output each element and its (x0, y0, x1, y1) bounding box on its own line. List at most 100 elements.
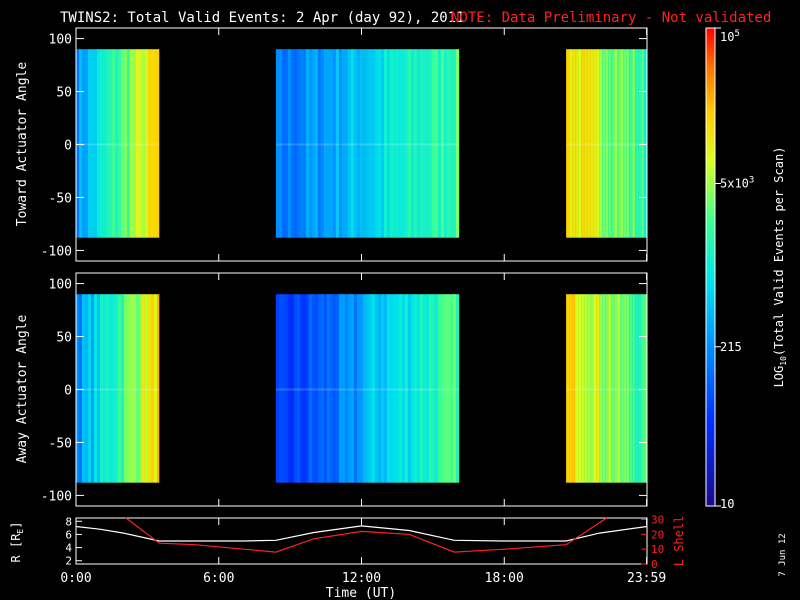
x-tick-label: 12:00 (342, 571, 381, 586)
heatmap-column (632, 49, 636, 238)
heatmap-column (76, 49, 80, 238)
heatmap-column (644, 49, 647, 238)
ephemeris-left-tick-label: 2 (65, 555, 72, 568)
heatmap-column (383, 294, 388, 483)
y-tick-label: 0 (64, 139, 72, 154)
heatmap-column (356, 294, 361, 483)
away-ylabel: Away Actuator Angle (15, 314, 30, 463)
heatmap-column (575, 49, 579, 238)
heatmap-column (596, 49, 600, 238)
heatmap-column (332, 49, 337, 238)
heatmap-column (377, 49, 382, 238)
ephemeris-right-tick-label: 10 (651, 543, 664, 556)
heatmap-column (413, 294, 418, 483)
heatmap-column (392, 49, 397, 238)
colorbar-gradient (706, 28, 715, 506)
heatmap-column (338, 294, 343, 483)
heatmap-column (157, 294, 160, 483)
heatmap-column (638, 294, 642, 483)
heatmap-column (581, 49, 585, 238)
heatmap-column (455, 294, 460, 483)
colorbar-tick-label: 215 (720, 340, 742, 354)
y-tick-label: 50 (56, 331, 72, 346)
heatmap-column (350, 49, 355, 238)
heatmap-column (320, 294, 325, 483)
heatmap-column (118, 49, 122, 238)
heatmap-column (353, 294, 358, 483)
heatmap-column (290, 294, 295, 483)
heatmap-column (311, 294, 316, 483)
heatmap-column (608, 294, 612, 483)
y-tick-label: -100 (41, 244, 72, 259)
heatmap-column (326, 49, 331, 238)
heatmap-column (329, 49, 334, 238)
heatmap-column (353, 49, 358, 238)
heatmap-column (605, 49, 609, 238)
heatmap-column (641, 49, 645, 238)
heatmap-column (434, 49, 439, 238)
heatmap-column (629, 294, 633, 483)
heatmap-column (443, 49, 448, 238)
heatmap-column (100, 49, 104, 238)
heatmap-column (133, 49, 137, 238)
heatmap-column (284, 49, 289, 238)
y-tick-label: -50 (49, 436, 72, 451)
heatmap-column (329, 294, 334, 483)
heatmap-column (106, 49, 110, 238)
heatmap-column (617, 49, 621, 238)
heatmap-column (290, 49, 295, 238)
heatmap-column (284, 294, 289, 483)
heatmap-column (299, 49, 304, 238)
heatmap-column (398, 49, 403, 238)
heatmap-column (85, 294, 89, 483)
heatmap-column (620, 49, 624, 238)
heatmap-column (121, 294, 125, 483)
ephemeris-left-tick-label: 4 (65, 542, 72, 555)
heatmap-column (566, 294, 570, 483)
away-y-ticks: 100 50 0 -50 -100 (41, 278, 647, 504)
ephemeris-right-tick-label: 20 (651, 528, 664, 541)
heatmap-column (332, 294, 337, 483)
y-tick-label: 50 (56, 86, 72, 101)
heatmap-column (446, 49, 451, 238)
heatmap-column (94, 294, 98, 483)
heatmap-column (635, 294, 639, 483)
heatmap-column (287, 294, 292, 483)
heatmap-column (293, 49, 298, 238)
heatmap-column (296, 294, 301, 483)
heatmap-column (82, 49, 86, 238)
heatmap-column (308, 49, 313, 238)
heatmap-column (449, 294, 454, 483)
heatmap-column (335, 294, 340, 483)
heatmap-column (389, 49, 394, 238)
ephemeris-line (125, 517, 607, 553)
heatmap-column (593, 294, 597, 483)
heatmap-column (386, 49, 391, 238)
heatmap-column (425, 49, 430, 238)
heatmap-column (431, 294, 436, 483)
heatmap-column (359, 294, 364, 483)
heatmap-column (389, 294, 394, 483)
x-tick-label: 23:59 (627, 571, 666, 586)
heatmap-column (419, 294, 424, 483)
heatmap-column (407, 49, 412, 238)
heatmap-column (599, 49, 603, 238)
heatmap-column (85, 49, 89, 238)
heatmap-column (374, 49, 379, 238)
heatmap-column (608, 49, 612, 238)
heatmap-column (302, 49, 307, 238)
heatmap-column (341, 49, 346, 238)
heatmap-column (356, 49, 361, 238)
heatmap-column (151, 49, 155, 238)
heatmap-column (344, 294, 349, 483)
heatmap-column (368, 294, 373, 483)
ephemeris-right-tick-label: 30 (651, 513, 664, 526)
heatmap-column (323, 49, 328, 238)
heatmap-column (121, 49, 125, 238)
heatmap-column (626, 49, 630, 238)
heatmap-column (142, 49, 146, 238)
heatmap-column (338, 49, 343, 238)
colorbar-ticks: 10 215 5x103 105 (715, 27, 754, 511)
heatmap-column (287, 49, 292, 238)
